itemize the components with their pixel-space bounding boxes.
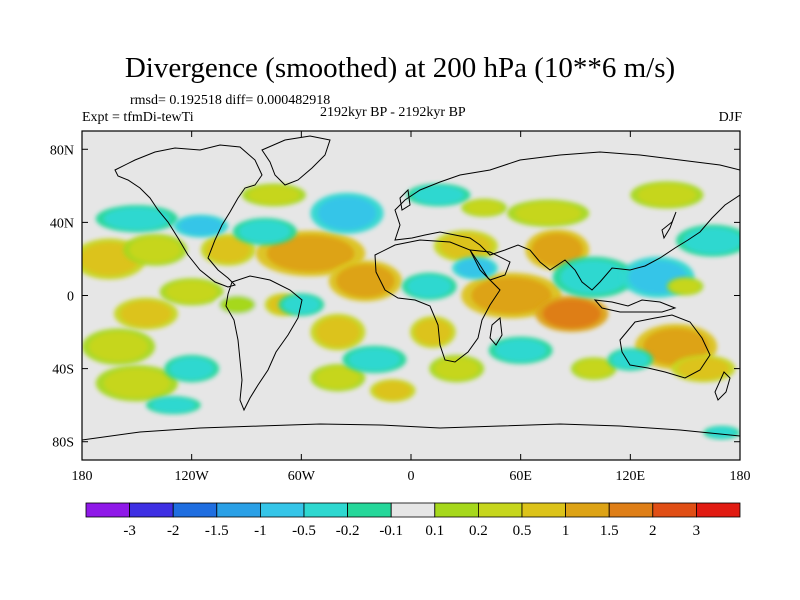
- coast-south-america: [225, 275, 303, 412]
- experiment-label: Expt = tfmDi-tewTi: [82, 110, 194, 125]
- x-tick-label: 180: [730, 469, 751, 484]
- coast-madagascar: [489, 316, 503, 346]
- colorbar-swatch: [172, 502, 218, 518]
- field-blob-12: [310, 364, 366, 392]
- coast-north-america: [114, 144, 263, 288]
- contour-fields: [82, 181, 740, 440]
- chart-title: Divergence (smoothed) at 200 hPa (10**6 …: [124, 52, 676, 84]
- field-blob-23: [429, 354, 485, 383]
- y-tick-label: 40S: [52, 363, 74, 378]
- field-blob-5: [82, 328, 156, 365]
- field-blob-28: [232, 217, 297, 246]
- coast-indonesia: [593, 299, 677, 313]
- field-blob-25: [241, 183, 306, 207]
- colorbar-swatch: [216, 502, 261, 518]
- x-tick-label: 120E: [616, 469, 646, 484]
- field-blob-20: [630, 181, 704, 209]
- colorbar-label: -0.5: [292, 523, 316, 539]
- field-blob-26: [95, 205, 178, 233]
- colorbar-swatch: [652, 502, 697, 518]
- field-blob-38: [607, 348, 654, 371]
- colorbar-label: -0.2: [336, 523, 360, 539]
- field-blob-2: [113, 297, 178, 330]
- period-label: 2192kyr BP - 2192kyr BP: [320, 105, 466, 120]
- colorbar-swatch: [347, 502, 392, 518]
- field-blob-37: [488, 336, 553, 365]
- colorbar-label: -1.5: [205, 523, 229, 539]
- season-label: DJF: [718, 110, 742, 125]
- coastlines: [82, 135, 740, 441]
- field-blob-43: [461, 198, 507, 217]
- colorbar-label: 0.2: [469, 523, 488, 539]
- field-blob-34: [552, 256, 635, 298]
- field-blob-29: [310, 192, 384, 234]
- field-blob-14: [433, 230, 498, 263]
- y-tick-label: 0: [67, 290, 74, 305]
- coast-greenland: [261, 135, 331, 186]
- field-blob-27: [173, 214, 229, 238]
- y-tick-label: 80N: [50, 143, 74, 158]
- field-blob-19: [506, 199, 590, 227]
- field-blob-11: [310, 313, 366, 351]
- x-tick-label: 60W: [288, 469, 316, 484]
- field-blob-17: [535, 295, 609, 333]
- colorbar-swatch: [521, 502, 566, 518]
- field-blob-10: [328, 260, 402, 302]
- colorbar-label: -3: [123, 523, 136, 539]
- colorbar-swatch: [129, 502, 174, 518]
- coast-antarctica: [82, 423, 740, 441]
- coast-japan: [661, 211, 677, 240]
- stats-text: rmsd= 0.192518 diff= 0.000482918: [130, 93, 331, 108]
- colorbar-swatch: [303, 502, 348, 518]
- colorbar-swatch: [608, 502, 654, 518]
- field-blob-32: [401, 272, 457, 301]
- y-tick-label: 80S: [52, 436, 74, 451]
- field-blob-3: [159, 278, 224, 306]
- colorbar: -3 -2 -1.5 -1 -0.5 -0.2 -0.1 0.1 0.2 0.5 1 1.5 2 3: [85, 502, 741, 539]
- field-blob-6: [95, 364, 178, 402]
- colorbar-label: -2: [167, 523, 180, 539]
- field-blob-44: [666, 277, 704, 296]
- field-blob-1: [123, 233, 188, 266]
- coast-eurasia: [394, 151, 740, 291]
- axis-ticks: 180 120W 60W 0 60E 120E 180 80N 40N 0 40S 80S: [50, 131, 751, 484]
- field-blob-39: [164, 354, 220, 383]
- colorbar-swatch: [696, 502, 741, 518]
- coast-new-zealand: [714, 371, 731, 401]
- field-blob-41: [145, 396, 201, 415]
- field-blob-40: [406, 183, 471, 207]
- colorbar-label: -0.1: [379, 523, 403, 539]
- colorbar-swatch: [259, 502, 305, 518]
- field-blob-36: [676, 224, 740, 257]
- x-tick-label: 120W: [175, 469, 210, 484]
- colorbar-label: 3: [693, 523, 701, 539]
- field-blob-16: [461, 272, 562, 319]
- colorbar-swatch: [477, 502, 523, 518]
- field-blob-24: [570, 357, 617, 381]
- coast-australia: [619, 314, 711, 379]
- x-tick-label: 60E: [509, 469, 532, 484]
- x-tick-label: 0: [408, 469, 415, 484]
- field-blob-13: [369, 379, 416, 402]
- field-blob-22: [671, 354, 736, 383]
- colorbar-swatch: [565, 502, 610, 518]
- colorbar-swatch: [390, 502, 436, 518]
- coast-africa: [374, 239, 501, 363]
- colorbar-label: 2: [649, 523, 657, 539]
- colorbar-label: 1: [562, 523, 570, 539]
- field-blob-15: [410, 316, 456, 349]
- colorbar-swatch: [434, 502, 479, 518]
- colorbar-label: 1.5: [600, 523, 619, 539]
- colorbar-label: -1: [254, 523, 267, 539]
- colorbar-swatch: [85, 502, 130, 518]
- colorbar-label: 0.5: [513, 523, 532, 539]
- field-blob-4: [214, 293, 261, 317]
- y-tick-label: 40N: [50, 216, 74, 231]
- coast-uk: [399, 188, 411, 211]
- colorbar-label: 0.1: [425, 523, 444, 539]
- x-tick-label: 180: [72, 469, 93, 484]
- coast-arabia: [469, 249, 511, 281]
- field-blob-31: [342, 345, 407, 374]
